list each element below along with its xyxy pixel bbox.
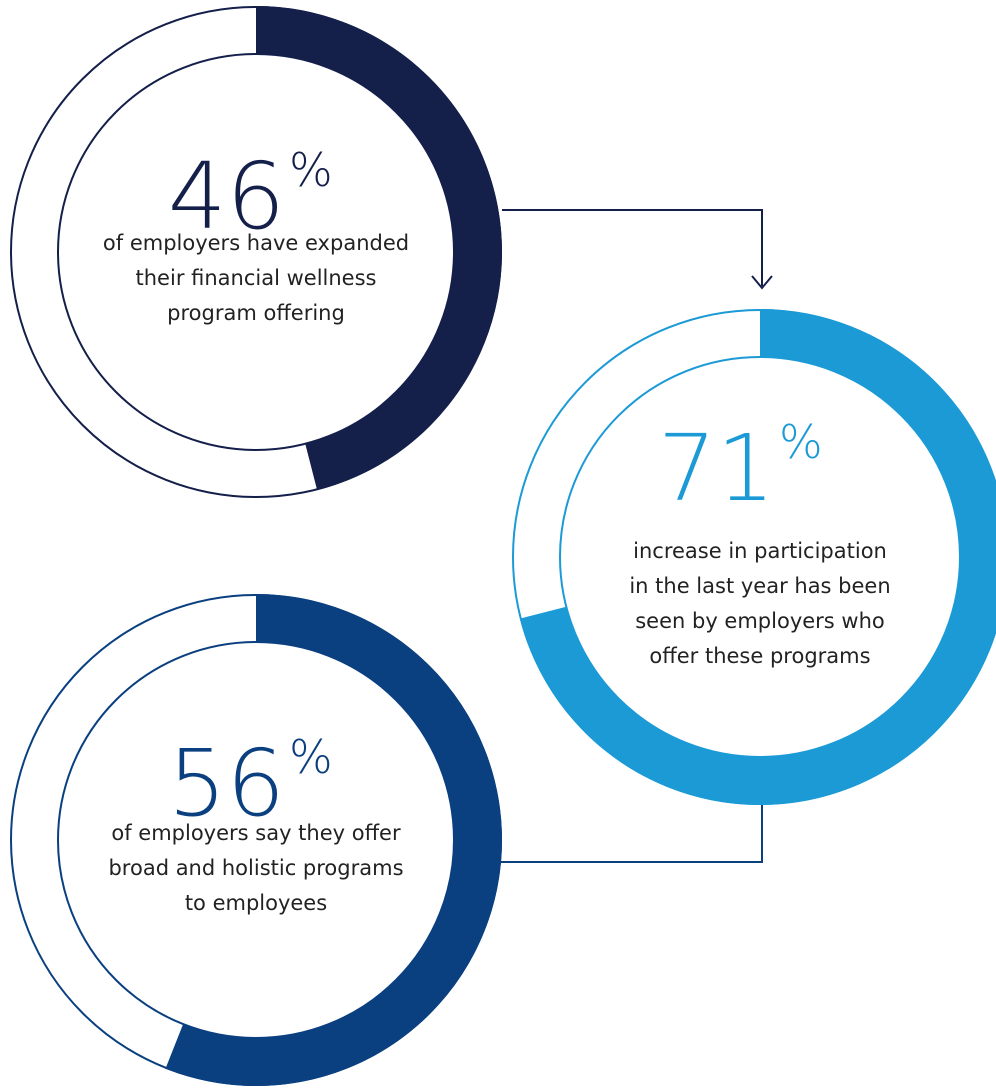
value-unit: % bbox=[289, 730, 333, 784]
description-line: to employees bbox=[185, 891, 327, 915]
value-unit: % bbox=[779, 415, 823, 469]
gauge-arc bbox=[256, 6, 502, 491]
description-line: of employers say they offer bbox=[111, 821, 401, 845]
description-line: in the last year has been bbox=[629, 574, 890, 598]
description-line: their financial wellness bbox=[136, 266, 377, 290]
gauges: 46 % of employers have expanded their finan… bbox=[10, 6, 996, 1086]
description-line: program offering bbox=[167, 301, 345, 325]
description-line: offer these programs bbox=[649, 644, 870, 668]
connector-line bbox=[500, 786, 763, 863]
value-label: 46 bbox=[168, 143, 285, 250]
description-line: seen by employers who bbox=[635, 609, 885, 633]
arrow-head bbox=[751, 275, 773, 290]
value-label: 56 bbox=[168, 730, 285, 837]
value-unit: % bbox=[289, 143, 333, 197]
connector-line bbox=[502, 209, 763, 286]
description-line: broad and holistic programs bbox=[108, 856, 403, 880]
value-label: 71 bbox=[658, 415, 775, 522]
gauge-arc bbox=[165, 594, 503, 1086]
description-line: increase in participation bbox=[633, 539, 887, 563]
description-line: of employers have expanded bbox=[103, 231, 409, 255]
